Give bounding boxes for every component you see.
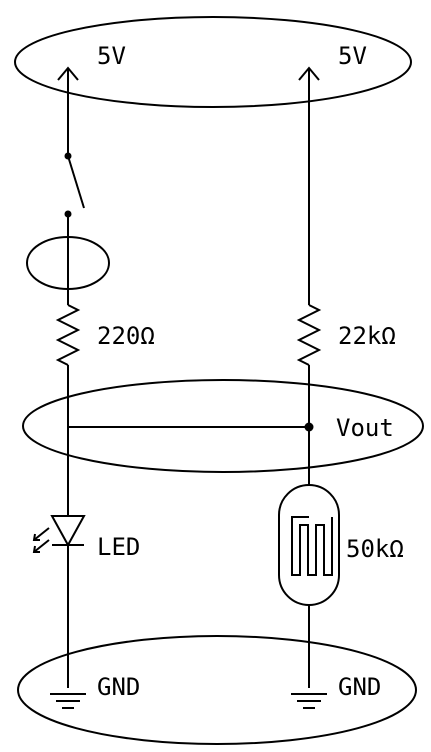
switch (64, 152, 85, 305)
supply-arrow-right (298, 66, 320, 305)
resistor-label-left: 220Ω (97, 322, 155, 350)
ground-symbol-left (50, 693, 86, 709)
supply-label-right: 5V (338, 42, 367, 70)
output-ellipse (22, 379, 424, 473)
led-label: LED (97, 533, 140, 561)
output-node-label: Vout (336, 414, 394, 442)
ground-label-left: GND (97, 673, 140, 701)
ground-ellipse (17, 635, 417, 745)
ground-symbol-right (291, 693, 327, 709)
ldr-label: 50kΩ (346, 535, 404, 563)
supply-ellipse (14, 16, 412, 108)
resistor-220 (55, 304, 81, 366)
supply-label-left: 5V (97, 42, 126, 70)
led-symbol (32, 515, 86, 688)
ldr-symbol (278, 484, 340, 688)
ground-label-right: GND (338, 673, 381, 701)
supply-arrow-left (57, 66, 79, 156)
resistor-22k (296, 304, 322, 366)
resistor-label-right: 22kΩ (338, 322, 396, 350)
